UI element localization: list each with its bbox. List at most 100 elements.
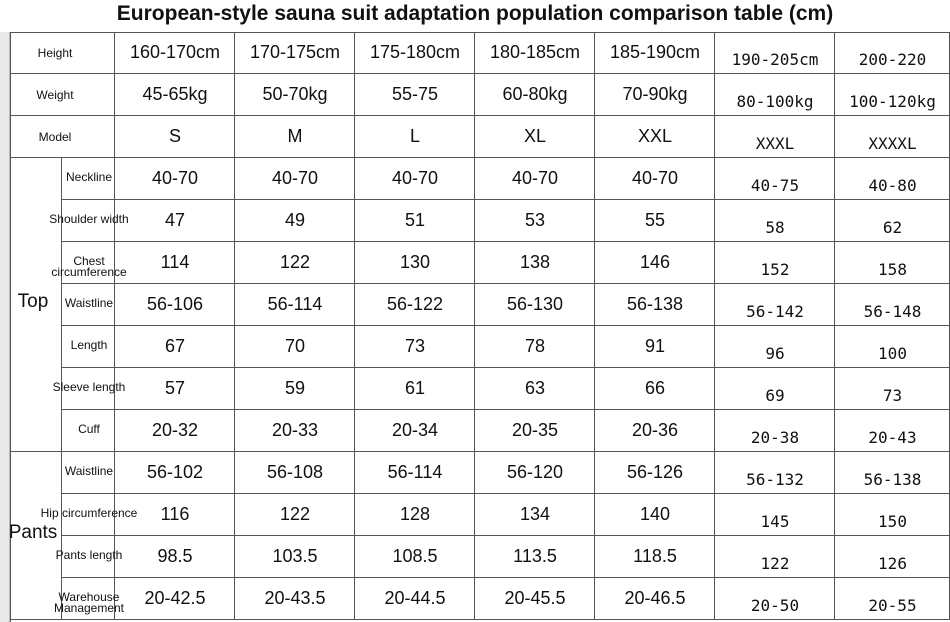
cell-value: 73 (882, 386, 903, 405)
cell-value: 56-122 (386, 294, 444, 314)
cell-value: 40-70 (271, 168, 319, 188)
table-cell (355, 74, 475, 116)
table-cell (715, 74, 835, 116)
cell-value: 45-65kg (142, 84, 208, 104)
cell-value: 134 (519, 504, 551, 524)
cell-value: 56-120 (506, 462, 564, 482)
table-cell (115, 368, 235, 410)
table-cell (115, 32, 235, 74)
cell-value: 55 (644, 210, 666, 230)
cell-value: 56-102 (146, 462, 204, 482)
table-cell (475, 200, 595, 242)
cell-value: 108.5 (392, 546, 438, 566)
table-cell (355, 284, 475, 326)
cell-value: 138 (519, 252, 551, 272)
table-cell (715, 536, 835, 578)
cell-value: 20-33 (271, 420, 319, 440)
cell-value: 160-170cm (129, 42, 221, 62)
table-cell (715, 452, 835, 494)
cell-value: 58 (765, 218, 785, 237)
cell-value: 56-126 (626, 462, 684, 482)
cell-value: 53 (524, 210, 546, 230)
table-cell (62, 326, 115, 368)
table-cell (62, 410, 115, 452)
table-cell (235, 242, 355, 284)
row-label: Chest circumference (51, 254, 127, 279)
table-cell (115, 116, 235, 158)
cell-value: 57 (164, 378, 186, 398)
table-cell (355, 452, 475, 494)
table-cell (595, 158, 715, 200)
table-cell (355, 116, 475, 158)
cell-value: 59 (284, 378, 306, 398)
table-cell (475, 284, 595, 326)
table-cell (10, 452, 62, 620)
cell-value: 126 (878, 554, 907, 573)
table-cell (235, 452, 355, 494)
table-cell (595, 116, 715, 158)
table-cell (62, 284, 115, 326)
cell-value: 100-120kg (849, 92, 936, 111)
cell-value: 70 (284, 336, 306, 356)
row-label: Weight (36, 88, 74, 102)
cell-value: XXXL (755, 134, 795, 153)
table-cell (595, 284, 715, 326)
cell-value: XL (523, 126, 547, 146)
table-cell (595, 368, 715, 410)
table-cell (62, 452, 115, 494)
cell-value: 150 (878, 512, 907, 531)
table-cell (115, 410, 235, 452)
cell-value: 122 (760, 554, 790, 573)
table-cell (355, 158, 475, 200)
cell-value: 56-138 (626, 294, 684, 314)
row-label: Neckline (65, 170, 113, 184)
table-cell (475, 494, 595, 536)
table-cell (62, 494, 115, 536)
row-label: Shoulder width (49, 212, 129, 226)
group-label: Top (17, 291, 49, 312)
table-cell (235, 368, 355, 410)
table-cell (355, 200, 475, 242)
table-cell (715, 200, 835, 242)
table-cell (715, 326, 835, 368)
cell-value: 122 (279, 252, 311, 272)
table-cell (10, 74, 115, 116)
row-label: Waistline (64, 296, 114, 310)
cell-value: 20-45.5 (504, 588, 566, 608)
table-cell (355, 536, 475, 578)
cell-value: 56-108 (266, 462, 324, 482)
table-cell (235, 494, 355, 536)
table-cell (475, 368, 595, 410)
cell-value: 20-50 (750, 596, 800, 615)
cell-value: 20-42.5 (144, 588, 206, 608)
cell-value: 20-44.5 (384, 588, 446, 608)
table-cell (355, 242, 475, 284)
cell-value: 20-55 (868, 596, 917, 615)
cell-value: 56-148 (863, 302, 922, 321)
row-label: Hip circumference (40, 506, 138, 520)
cell-value: 185-190cm (609, 42, 701, 62)
cell-value: 190-205cm (731, 50, 819, 69)
table-cell (115, 494, 235, 536)
table-cell (715, 494, 835, 536)
table-cell (235, 116, 355, 158)
cell-value: 170-175cm (249, 42, 341, 62)
table-cell (715, 32, 835, 74)
table-cell (475, 536, 595, 578)
cell-value: 20-46.5 (624, 588, 686, 608)
table-cell (475, 116, 595, 158)
table-cell (10, 32, 115, 74)
cell-value: 20-36 (631, 420, 679, 440)
table-cell (355, 410, 475, 452)
table-cell (235, 410, 355, 452)
table-cell (115, 158, 235, 200)
cell-value: 69 (765, 386, 785, 405)
cell-value: 50-70kg (262, 84, 328, 104)
cell-value: 56-114 (267, 294, 323, 314)
table-cell (715, 368, 835, 410)
table-cell (355, 32, 475, 74)
cell-value: 56-132 (746, 470, 804, 489)
cell-value: 40-70 (631, 168, 679, 188)
cell-value: 122 (279, 504, 311, 524)
table-cell (10, 158, 62, 452)
